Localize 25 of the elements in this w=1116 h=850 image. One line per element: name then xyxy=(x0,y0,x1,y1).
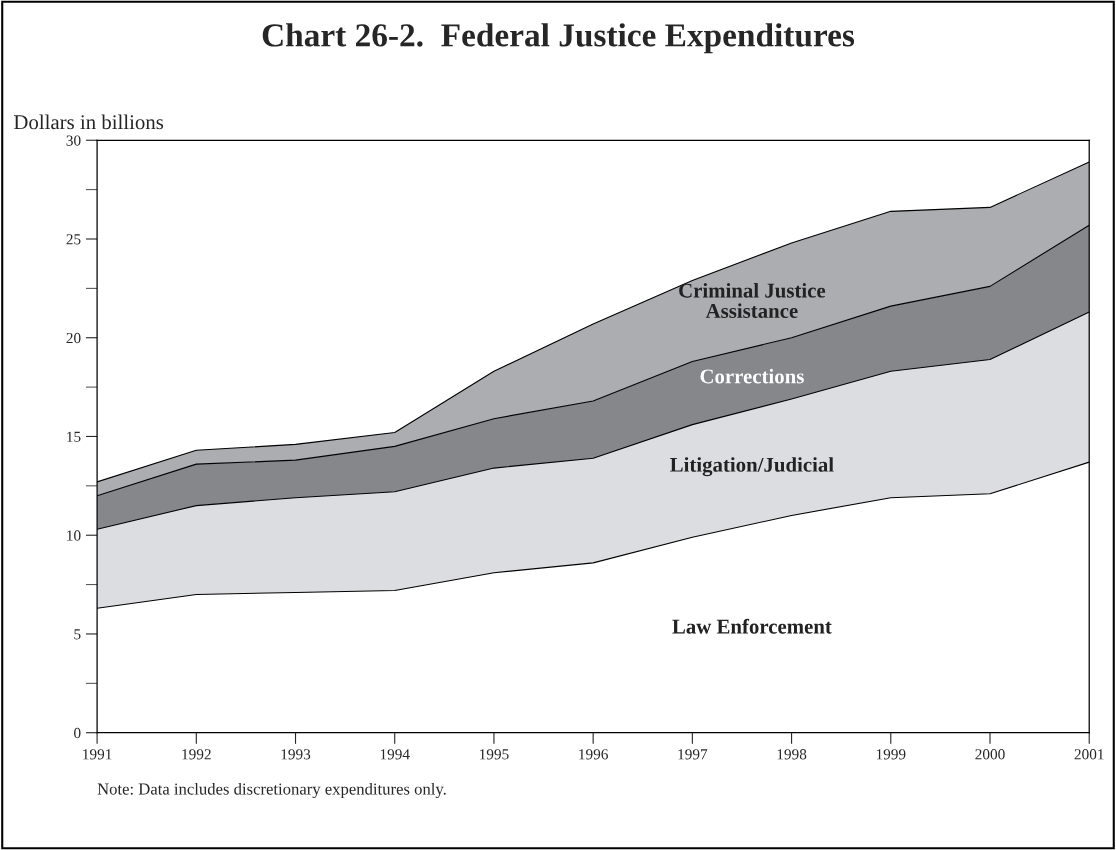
x-tick-label: 1996 xyxy=(579,749,608,760)
x-tick-label: 1997 xyxy=(678,749,708,760)
y-tick-label: 0 xyxy=(74,727,81,739)
y-axis-title: Dollars in billions xyxy=(13,114,164,130)
y-tick-label: 10 xyxy=(67,530,81,541)
x-tick-label: 1993 xyxy=(281,749,311,760)
x-tick-label: 1991 xyxy=(83,749,112,760)
x-tick-label: 2000 xyxy=(975,749,1005,760)
y-tick-label: 30 xyxy=(66,135,81,146)
x-tick-label: 1992 xyxy=(182,749,211,760)
x-tick-label: 1994 xyxy=(380,749,410,760)
series-label: Criminal Justice Assistance xyxy=(679,282,826,318)
y-tick-label: 5 xyxy=(74,629,81,640)
y-tick-label: 15 xyxy=(67,431,81,442)
chart-title: Chart 26-2. Federal Justice Expenditures xyxy=(262,23,855,54)
x-tick-label: 1999 xyxy=(876,749,906,760)
series-label: Litigation/Judicial xyxy=(670,457,834,477)
y-tick-label: 25 xyxy=(66,234,81,245)
series-label: Corrections xyxy=(700,368,804,384)
x-tick-label: 1998 xyxy=(777,749,807,760)
text: Note: Data includes discretionary expenditures only. xyxy=(97,782,446,799)
y-tick-label: 20 xyxy=(66,332,81,344)
x-tick-label: 1995 xyxy=(480,749,509,760)
x-tick-label: 2001 xyxy=(1074,749,1104,760)
series-label: Law Enforcement xyxy=(672,618,832,634)
